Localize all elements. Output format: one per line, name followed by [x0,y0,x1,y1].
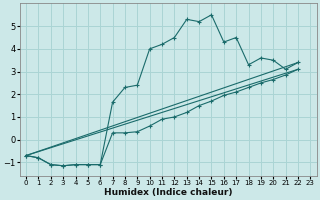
X-axis label: Humidex (Indice chaleur): Humidex (Indice chaleur) [104,188,232,197]
